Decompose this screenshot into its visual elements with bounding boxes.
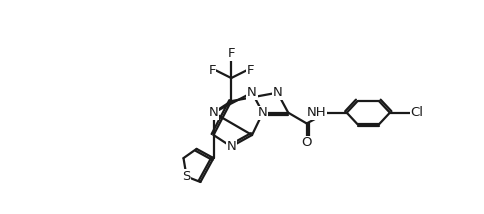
Text: S: S	[182, 170, 190, 183]
Text: F: F	[208, 64, 215, 77]
Text: F: F	[246, 64, 254, 77]
Text: NH: NH	[306, 106, 326, 119]
Text: N: N	[208, 106, 218, 119]
Text: N: N	[226, 140, 236, 153]
Text: Cl: Cl	[410, 106, 423, 119]
Text: F: F	[227, 47, 235, 60]
Text: N: N	[257, 106, 267, 119]
Text: N: N	[272, 86, 282, 99]
Text: N: N	[247, 86, 257, 99]
Text: O: O	[301, 136, 311, 149]
